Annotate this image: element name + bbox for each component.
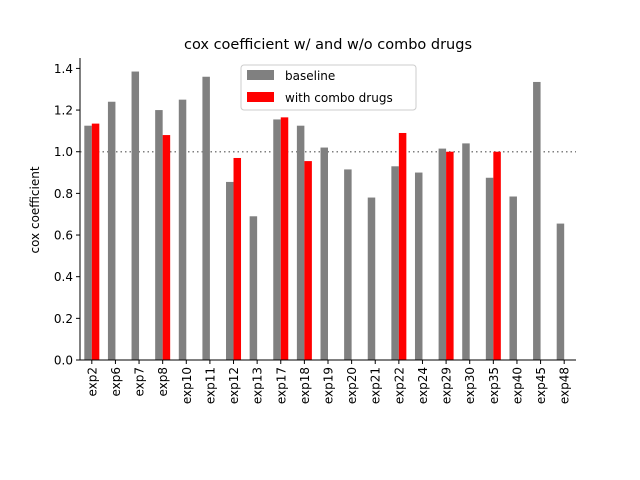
x-tick-label: exp10 — [180, 367, 194, 404]
x-tick-label: exp30 — [463, 367, 477, 404]
bar-baseline-exp29 — [438, 148, 447, 360]
legend-swatch — [247, 92, 274, 102]
legend-label: baseline — [285, 69, 335, 83]
x-tick-label: exp19 — [322, 367, 336, 404]
x-tick-label: exp6 — [109, 367, 123, 397]
bar-baseline-exp10 — [178, 99, 187, 360]
bar-baseline-exp21 — [367, 197, 376, 360]
x-tick-label: exp48 — [558, 367, 572, 404]
axes-layer: 0.0 0.2 0.4 0.6 0.8 1.0 1.2 1.4 exp2 exp6 exp7 exp8… — [54, 58, 576, 404]
x-tick-label: exp11 — [203, 367, 217, 404]
bar-baseline-exp7 — [131, 71, 140, 360]
bar-baseline-exp45 — [533, 81, 541, 360]
bar-baseline-exp24 — [414, 172, 423, 360]
bar-baseline-exp18 — [296, 125, 305, 360]
x-tick-label: exp29 — [440, 367, 454, 404]
bar-combo-exp22 — [398, 132, 407, 360]
bar-baseline-exp19 — [320, 147, 328, 360]
y-tick-label: 0.6 — [54, 229, 73, 243]
bar-baseline-exp22 — [391, 166, 399, 360]
bar-baseline-exp13 — [249, 216, 258, 360]
y-tick-label: 0.8 — [54, 187, 73, 201]
y-tick-label: 1.2 — [54, 104, 73, 118]
bar-baseline-exp35 — [485, 177, 494, 360]
x-tick-label: exp2 — [85, 367, 99, 397]
x-tick-label: exp40 — [510, 367, 524, 404]
bar-combo-exp17 — [280, 117, 289, 361]
bar-baseline-exp40 — [509, 196, 517, 360]
x-tick-label: exp12 — [227, 367, 241, 404]
bar-baseline-exp20 — [344, 169, 352, 360]
y-tick-label: 1.0 — [54, 145, 73, 159]
bar-baseline-exp17 — [273, 119, 281, 360]
x-tick-label: exp35 — [487, 367, 501, 404]
legend-frame — [240, 64, 417, 111]
bar-baseline-exp8 — [155, 110, 163, 360]
x-tick-label: exp45 — [534, 367, 548, 404]
bar-baseline-exp6 — [107, 101, 116, 361]
bar-combo-exp12 — [233, 157, 242, 360]
legend: baseline with combo drugs — [240, 64, 417, 111]
y-tick-label: 1.4 — [54, 62, 73, 76]
bar-combo-exp35 — [493, 151, 501, 360]
bar-combo-exp18 — [304, 161, 312, 360]
legend-label: with combo drugs — [285, 91, 393, 105]
bar-baseline-exp12 — [226, 181, 234, 360]
y-axis-label: cox coefficient — [28, 166, 42, 253]
bar-baseline-exp48 — [556, 223, 565, 360]
y-tick-label: 0.4 — [54, 270, 73, 284]
x-tick-label: exp18 — [298, 367, 312, 404]
bar-combo-exp2 — [91, 123, 100, 360]
x-tick-label: exp20 — [345, 367, 359, 404]
bar-combo-exp29 — [446, 151, 454, 360]
x-tick-label: exp24 — [416, 367, 430, 404]
y-tick-label: 0.2 — [54, 312, 73, 326]
chart-title: cox coefficient w/ and w/o combo drugs — [184, 37, 472, 53]
x-tick-label: exp17 — [274, 367, 288, 404]
bar-combo-exp8 — [162, 135, 171, 360]
x-tick-label: exp8 — [156, 367, 170, 397]
bar-baseline-exp11 — [202, 76, 210, 361]
x-tick-label: exp13 — [251, 367, 265, 404]
bars-layer — [84, 71, 565, 361]
x-tick-label: exp21 — [369, 367, 383, 404]
x-tick-label: exp7 — [133, 367, 147, 397]
bar-baseline-exp30 — [462, 143, 470, 360]
y-tick-label: 0.0 — [54, 354, 73, 368]
bar-baseline-exp2 — [84, 125, 92, 360]
x-tick-label: exp22 — [392, 367, 406, 404]
legend-swatch — [247, 70, 274, 80]
